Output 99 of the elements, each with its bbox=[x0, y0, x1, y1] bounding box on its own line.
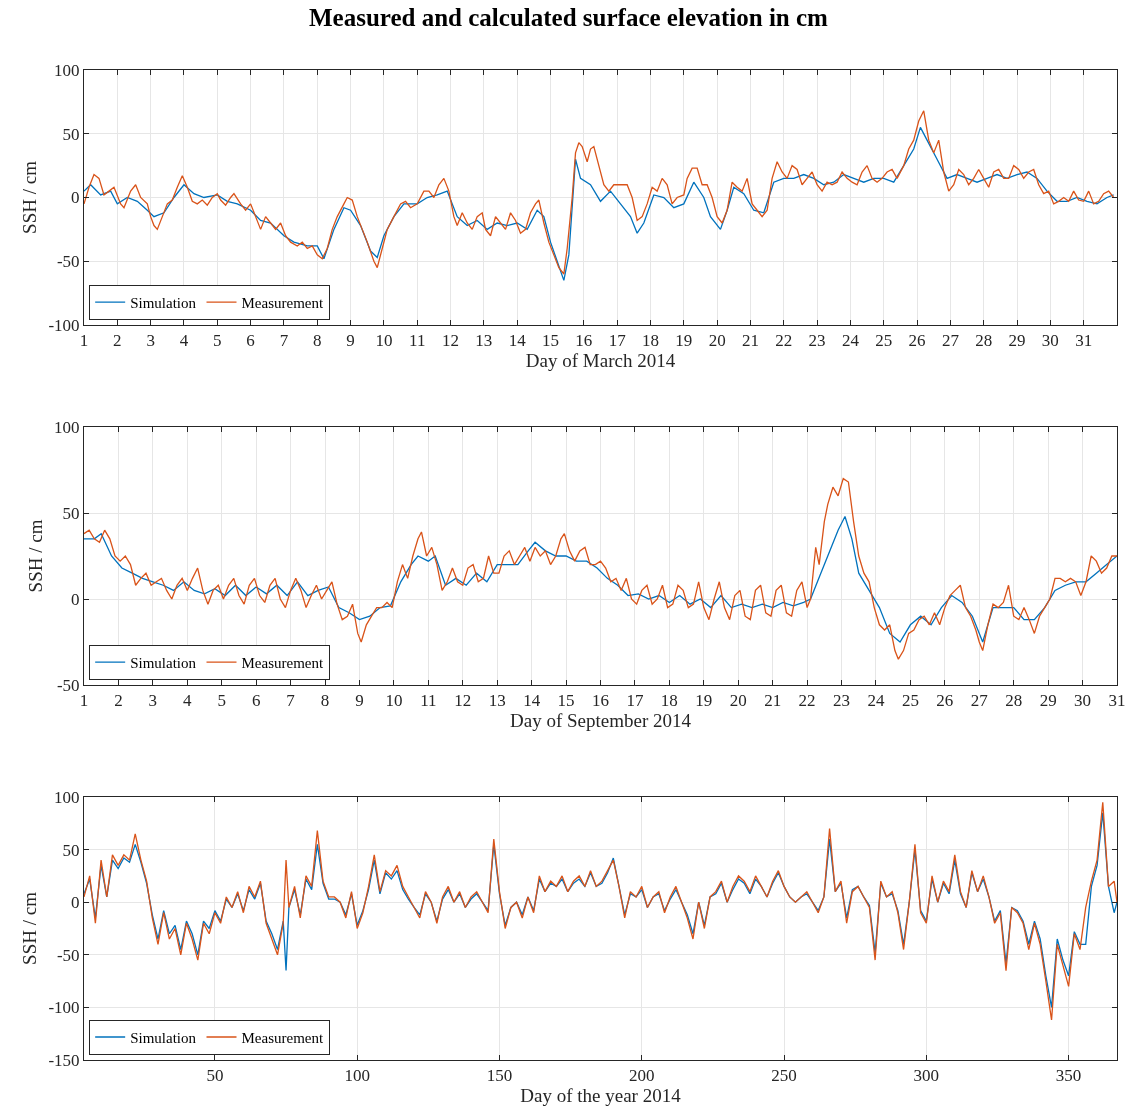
x-tick-label: 3 bbox=[148, 691, 158, 711]
x-tick-label: 25 bbox=[875, 331, 893, 351]
y-tick-label: -50 bbox=[56, 675, 80, 695]
legend-label: Measurement bbox=[241, 295, 324, 311]
x-tick-label: 26 bbox=[908, 331, 926, 351]
y-tick-label: 0 bbox=[71, 893, 80, 913]
x-tick-label: 50 bbox=[206, 1066, 224, 1086]
x-tick-label: 29 bbox=[1039, 691, 1057, 711]
y-axis-title: SSH / cm bbox=[24, 519, 46, 593]
x-tick-label: 1 bbox=[79, 331, 89, 351]
x-tick-label: 24 bbox=[841, 331, 860, 351]
x-tick-label: 3 bbox=[146, 331, 155, 351]
legend-label: Simulation bbox=[130, 654, 197, 671]
x-tick-label: 14 bbox=[508, 331, 527, 351]
legend-label: Simulation bbox=[130, 295, 197, 311]
x-tick-label: 10 bbox=[385, 691, 403, 711]
x-tick-label: 16 bbox=[575, 331, 593, 351]
x-tick-label: 17 bbox=[626, 691, 644, 711]
x-tick-label: 6 bbox=[251, 691, 261, 711]
x-tick-label: 19 bbox=[695, 691, 713, 711]
x-tick-label: 12 bbox=[454, 691, 472, 711]
x-tick-label: 28 bbox=[975, 331, 993, 351]
y-tick-label: -150 bbox=[48, 1050, 80, 1070]
x-tick-label: 5 bbox=[217, 691, 226, 711]
y-tick-label: 50 bbox=[62, 124, 80, 144]
x-tick-label: 21 bbox=[764, 691, 782, 711]
x-axis-title: Day of March 2014 bbox=[525, 350, 676, 372]
x-tick-label: 23 bbox=[808, 331, 826, 351]
x-tick-label: 15 bbox=[542, 331, 560, 351]
x-tick-label: 18 bbox=[660, 691, 678, 711]
x-tick-label: 350 bbox=[1055, 1066, 1082, 1086]
y-axis-title: SSH / cm bbox=[19, 891, 41, 965]
legend-label: Simulation bbox=[130, 1029, 197, 1046]
x-tick-label: 29 bbox=[1008, 331, 1026, 351]
x-tick-label: 30 bbox=[1041, 331, 1059, 351]
x-tick-label: 5 bbox=[213, 331, 222, 351]
y-axis-title: SSH / cm bbox=[19, 160, 41, 234]
x-tick-label: 22 bbox=[775, 331, 793, 351]
x-tick-label: 30 bbox=[1074, 691, 1092, 711]
y-tick-label: -100 bbox=[48, 998, 80, 1018]
x-axis-title: Day of September 2014 bbox=[510, 710, 692, 732]
x-tick-label: 250 bbox=[771, 1066, 797, 1086]
x-tick-label: 23 bbox=[833, 691, 851, 711]
x-tick-label: 12 bbox=[442, 331, 460, 351]
y-tick-label: -50 bbox=[56, 945, 80, 965]
x-tick-label: 4 bbox=[183, 691, 193, 711]
x-tick-label: 20 bbox=[729, 691, 747, 711]
x-tick-label: 22 bbox=[798, 691, 816, 711]
x-tick-label: 9 bbox=[355, 691, 364, 711]
x-tick-label: 25 bbox=[901, 691, 919, 711]
x-tick-label: 7 bbox=[286, 691, 296, 711]
x-tick-label: 2 bbox=[114, 691, 123, 711]
x-tick-label: 16 bbox=[592, 691, 609, 711]
x-tick-label: 13 bbox=[488, 691, 506, 711]
y-tick-label: -50 bbox=[56, 252, 80, 272]
y-tick-label: 100 bbox=[54, 417, 80, 437]
x-tick-label: 4 bbox=[179, 331, 189, 351]
x-tick-label: 21 bbox=[741, 331, 759, 351]
x-tick-label: 31 bbox=[1108, 691, 1126, 711]
x-tick-label: 150 bbox=[486, 1066, 513, 1086]
legend-label: Measurement bbox=[241, 654, 324, 671]
x-tick-label: 200 bbox=[629, 1066, 655, 1086]
x-tick-label: 15 bbox=[557, 691, 575, 711]
x-tick-label: 24 bbox=[867, 691, 885, 711]
x-tick-label: 8 bbox=[320, 691, 330, 711]
line-series bbox=[84, 477, 1117, 660]
x-tick-label: 18 bbox=[641, 331, 659, 351]
x-axis-title: Day of the year 2014 bbox=[520, 1085, 682, 1107]
chart-title: Measured and calculated surface elevation in cm bbox=[309, 4, 829, 31]
x-tick-label: 13 bbox=[475, 331, 493, 351]
x-tick-label: 11 bbox=[420, 691, 437, 711]
x-tick-label: 7 bbox=[279, 331, 289, 351]
x-tick-label: 20 bbox=[708, 331, 726, 351]
x-tick-label: 2 bbox=[113, 331, 122, 351]
x-tick-label: 100 bbox=[344, 1066, 370, 1086]
x-tick-label: 6 bbox=[246, 331, 255, 351]
x-tick-label: 17 bbox=[608, 331, 627, 351]
x-tick-label: 28 bbox=[1005, 691, 1023, 711]
x-tick-label: 11 bbox=[409, 331, 426, 351]
legend-label: Measurement bbox=[241, 1029, 324, 1046]
x-tick-label: 31 bbox=[1075, 331, 1093, 351]
x-tick-label: 19 bbox=[675, 331, 693, 351]
x-tick-label: 9 bbox=[346, 331, 355, 351]
y-tick-label: 50 bbox=[62, 503, 80, 523]
x-tick-label: 27 bbox=[941, 331, 960, 351]
y-tick-label: 0 bbox=[71, 589, 80, 609]
y-tick-label: 100 bbox=[54, 60, 80, 80]
x-tick-label: 14 bbox=[523, 691, 541, 711]
y-tick-label: 50 bbox=[62, 840, 80, 860]
x-tick-label: 8 bbox=[313, 331, 322, 351]
x-tick-label: 26 bbox=[936, 691, 954, 711]
y-tick-label: -100 bbox=[48, 315, 80, 335]
line-series bbox=[84, 515, 1117, 643]
x-tick-label: 300 bbox=[913, 1066, 940, 1086]
x-tick-label: 1 bbox=[79, 691, 89, 711]
x-tick-label: 10 bbox=[375, 331, 393, 351]
y-tick-label: 0 bbox=[71, 188, 80, 208]
x-tick-label: 27 bbox=[970, 691, 989, 711]
y-tick-label: 100 bbox=[54, 787, 80, 807]
